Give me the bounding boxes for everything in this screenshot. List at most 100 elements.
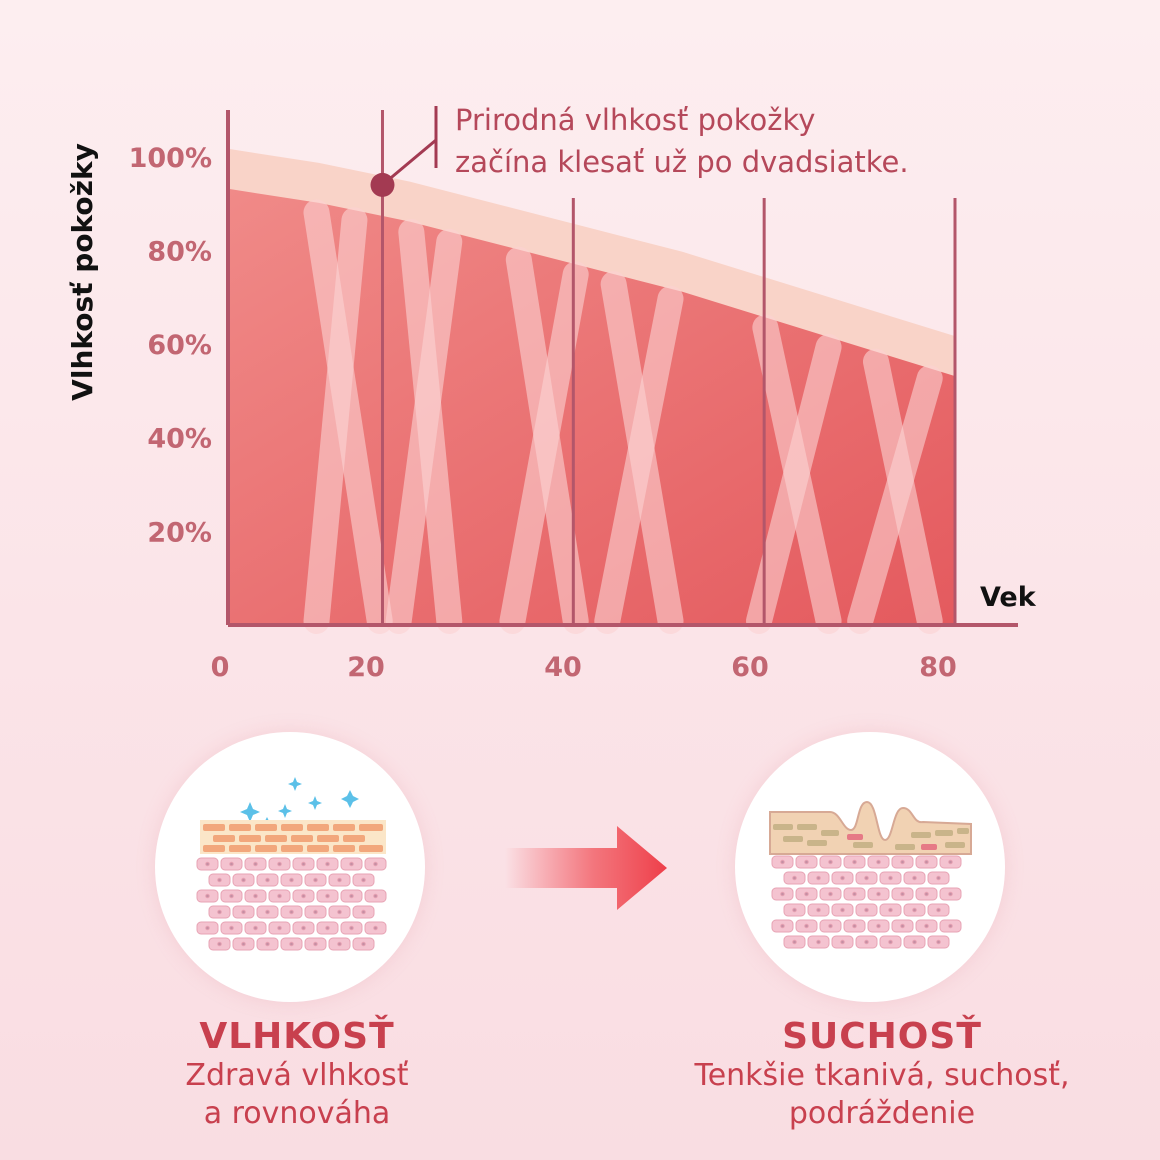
cell-nucleus (804, 923, 809, 929)
cell-nucleus (361, 909, 366, 915)
healthy-line-2: a rovnováha (203, 1096, 391, 1131)
cell-nucleus (780, 923, 785, 929)
cell-nucleus (780, 891, 785, 897)
cell-nucleus (277, 925, 282, 931)
cell-nucleus (265, 941, 270, 947)
cell-nucleus (828, 923, 833, 929)
x-tick-label: 80 (919, 652, 957, 683)
cell-nucleus (325, 893, 330, 899)
cell-nucleus (792, 907, 797, 913)
cell-nucleus (876, 859, 881, 865)
cell-nucleus (265, 877, 270, 883)
cell-nucleus (349, 925, 354, 931)
fiber (746, 334, 842, 634)
annotation-leader (381, 106, 438, 187)
skin-moisture-chart: 20% 40% 60% 80% 100% 0 20 40 60 80 Vlhkosť pokož… (66, 103, 1037, 683)
cell-nucleus (924, 859, 929, 865)
cell-nucleus (864, 907, 869, 913)
healthy-caption: VLHKOSŤ Zdravá vlhkosť a rovnováha (97, 1016, 497, 1133)
cell-nucleus (313, 877, 318, 883)
cell-nucleus (912, 939, 917, 945)
cell-nucleus (289, 909, 294, 915)
cell-nucleus (241, 941, 246, 947)
healthy-title: VLHKOSŤ (199, 1016, 395, 1057)
fiber (385, 228, 463, 634)
cell-nucleus (828, 859, 833, 865)
annotation-line-2: začína klesať už po dvadsiatke. (455, 145, 909, 179)
cell-nucleus (900, 859, 905, 865)
cell-nucleus (828, 891, 833, 897)
cell-nucleus (205, 861, 210, 867)
cell-nucleus (792, 875, 797, 881)
cell-nucleus (373, 861, 378, 867)
dry-caption: SUCHOSŤ Tenkšie tkanivá, suchosť, podráž… (682, 1016, 1082, 1133)
cell-nucleus (936, 939, 941, 945)
cell-nucleus (948, 859, 953, 865)
y-tick-label: 100% (129, 143, 212, 174)
y-tick-label: 40% (147, 424, 212, 455)
cell-nucleus (361, 941, 366, 947)
cell-nucleus (205, 925, 210, 931)
cell-nucleus (888, 939, 893, 945)
healthy-line-1: Zdravá vlhkosť (185, 1058, 409, 1093)
x-tick-label: 20 (347, 652, 385, 683)
x-axis-label: Vek (980, 582, 1037, 613)
x-tick-label: 0 (211, 652, 230, 683)
cell-nucleus (337, 941, 342, 947)
cell-nucleus (337, 877, 342, 883)
dry-line-2: podráždenie (788, 1096, 976, 1131)
cell-nucleus (373, 925, 378, 931)
x-tick-label: 40 (544, 652, 582, 683)
fiber (594, 285, 684, 634)
fiber (847, 365, 943, 634)
cell-nucleus (876, 923, 881, 929)
cell-nucleus (361, 877, 366, 883)
cell-nucleus (924, 891, 929, 897)
cell-nucleus (253, 861, 258, 867)
cell-nucleus (253, 893, 258, 899)
cell-nucleus (864, 875, 869, 881)
cell-nucleus (912, 875, 917, 881)
cell-nucleus (888, 907, 893, 913)
collagen-fibers (303, 199, 943, 634)
fiber (303, 199, 393, 634)
cell-nucleus (864, 939, 869, 945)
cell-nucleus (205, 893, 210, 899)
cell-nucleus (253, 925, 258, 931)
cell-nucleus (816, 875, 821, 881)
cell-nucleus (816, 939, 821, 945)
dry-line-1: Tenkšie tkanivá, suchosť, (694, 1058, 1070, 1093)
y-axis-ticks: 20% 40% 60% 80% 100% (129, 143, 212, 549)
x-tick-label: 60 (731, 652, 769, 683)
highlight-point (370, 172, 395, 197)
cell-nucleus (313, 941, 318, 947)
cell-nucleus (948, 891, 953, 897)
healthy-skin-icon (196, 777, 387, 951)
cell-nucleus (301, 861, 306, 867)
cell-nucleus (792, 939, 797, 945)
cell-nucleus (876, 891, 881, 897)
cell-nucleus (948, 923, 953, 929)
cell-nucleus (804, 859, 809, 865)
cell-nucleus (229, 925, 234, 931)
cell-nucleus (301, 925, 306, 931)
cell-nucleus (265, 909, 270, 915)
cell-nucleus (229, 861, 234, 867)
annotation: Prirodná vlhkosť pokožky začína klesať u… (370, 103, 909, 197)
cell-nucleus (325, 861, 330, 867)
dry-skin-illustration (735, 732, 1005, 1002)
cell-nucleus (313, 909, 318, 915)
healthy-skin-illustration (155, 732, 425, 1002)
y-axis-label: Vlhkosť pokožky (66, 143, 99, 401)
cell-nucleus (217, 909, 222, 915)
cell-nucleus (217, 877, 222, 883)
cell-nucleus (241, 877, 246, 883)
cell-nucleus (936, 907, 941, 913)
cell-nucleus (289, 941, 294, 947)
cell-nucleus (241, 909, 246, 915)
x-axis-ticks: 0 20 40 60 80 (211, 652, 957, 683)
cell-nucleus (852, 923, 857, 929)
cell-nucleus (277, 861, 282, 867)
dry-title: SUCHOSŤ (782, 1016, 982, 1057)
cell-nucleus (816, 907, 821, 913)
